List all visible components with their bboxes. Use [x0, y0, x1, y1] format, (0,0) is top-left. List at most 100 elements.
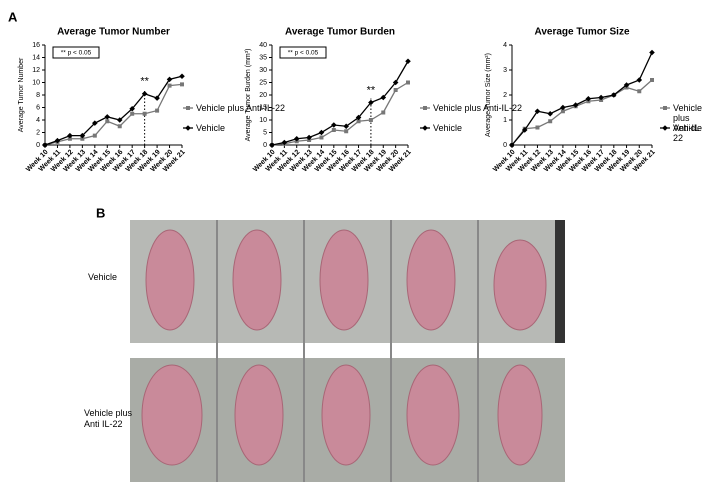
- note: ** p < 0.05: [288, 50, 319, 57]
- point: [560, 109, 565, 114]
- legend-marker: [662, 125, 668, 131]
- point: [406, 80, 410, 85]
- point: [281, 139, 288, 146]
- point: [80, 136, 85, 141]
- point: [167, 83, 172, 88]
- legend-label: Vehicle plus Anti-IL-22: [673, 103, 703, 143]
- row-label: Vehicle plus Anti IL-22: [84, 408, 133, 429]
- point: [368, 99, 374, 106]
- point: [598, 94, 604, 101]
- row-label: Vehicle: [88, 272, 118, 282]
- point: [116, 117, 123, 123]
- point: [54, 137, 61, 144]
- y-tick-label: 2: [503, 92, 507, 99]
- chart-title: Average Tumor Size: [534, 27, 629, 38]
- point: [142, 111, 147, 116]
- y-tick-label: 1: [503, 117, 507, 124]
- point: [636, 77, 643, 83]
- note: ** p < 0.05: [61, 50, 92, 57]
- point: [306, 134, 312, 141]
- legend-label: Vehicle: [196, 123, 226, 133]
- y-tick-label: 4: [36, 117, 40, 124]
- point: [180, 82, 184, 87]
- point: [344, 129, 349, 134]
- point: [572, 102, 579, 108]
- point: [393, 88, 398, 92]
- point: [331, 128, 336, 132]
- point: [155, 108, 160, 113]
- y-tick-label: 0: [36, 142, 40, 149]
- point: [154, 95, 160, 101]
- panel-label: B: [96, 205, 105, 220]
- y-tick-label: 4: [503, 42, 507, 49]
- annotation: **: [367, 84, 376, 96]
- point: [318, 129, 325, 136]
- y-tick-label: 12: [32, 67, 40, 74]
- point: [104, 114, 111, 120]
- chart-title: Average Tumor Number: [57, 27, 170, 38]
- point: [355, 114, 362, 121]
- y-tick-label: 25: [259, 79, 267, 86]
- point: [42, 142, 48, 148]
- y-tick-label: 20: [259, 92, 267, 99]
- photos: [130, 220, 565, 482]
- legend-marker: [663, 106, 667, 110]
- point: [319, 135, 324, 140]
- point: [405, 58, 411, 65]
- point: [381, 110, 386, 115]
- annotation: **: [140, 76, 149, 88]
- point: [269, 142, 275, 148]
- point: [129, 105, 135, 112]
- chart-title: Average Tumor Burden: [285, 27, 395, 38]
- y-axis-label: Average Tumor Burden (mm³): [245, 49, 252, 142]
- point: [92, 133, 97, 138]
- y-tick-label: 16: [32, 42, 40, 49]
- point: [166, 76, 173, 83]
- point: [623, 82, 630, 88]
- legend-label: Vehicle plus Anti-IL-22: [196, 103, 286, 113]
- point: [92, 120, 98, 126]
- point: [343, 123, 349, 130]
- y-tick-label: 0: [503, 142, 507, 149]
- y-tick-label: 10: [32, 79, 40, 86]
- legend-label: Vehicle: [433, 123, 463, 133]
- series-line: [44, 83, 183, 146]
- legend-label: Vehicle: [673, 123, 703, 133]
- note-box: [279, 46, 327, 59]
- point: [79, 132, 86, 139]
- y-tick-label: 35: [259, 54, 267, 61]
- point: [611, 92, 617, 98]
- y-tick-label: 15: [259, 104, 267, 111]
- point: [585, 95, 592, 102]
- series-line: [511, 52, 653, 146]
- y-tick-label: 3: [503, 67, 507, 74]
- y-tick-label: 10: [259, 117, 267, 124]
- point: [105, 119, 110, 124]
- y-tick-label: 6: [36, 104, 40, 111]
- point: [535, 125, 540, 130]
- y-tick-label: 2: [36, 129, 40, 136]
- point: [649, 49, 655, 56]
- series-line: [44, 75, 183, 146]
- point: [650, 78, 654, 82]
- point: [368, 118, 373, 122]
- point: [392, 79, 399, 86]
- point: [179, 73, 185, 80]
- y-axis-label: Average Tumor Size (mm²): [485, 53, 492, 137]
- point: [141, 90, 148, 97]
- legend-marker: [422, 125, 428, 131]
- point: [380, 94, 387, 101]
- y-axis-label: Average Tumor Number: [18, 57, 25, 132]
- point: [509, 142, 515, 148]
- y-tick-label: 5: [263, 129, 267, 136]
- point: [293, 135, 300, 142]
- y-tick-label: 14: [32, 54, 40, 61]
- point: [548, 119, 553, 124]
- legend-label: Vehicle plus Anti-IL-22: [433, 103, 523, 113]
- point: [637, 89, 642, 94]
- series-line: [271, 81, 409, 146]
- y-tick-label: 40: [259, 42, 267, 49]
- point: [521, 127, 528, 133]
- note-box: [52, 46, 100, 59]
